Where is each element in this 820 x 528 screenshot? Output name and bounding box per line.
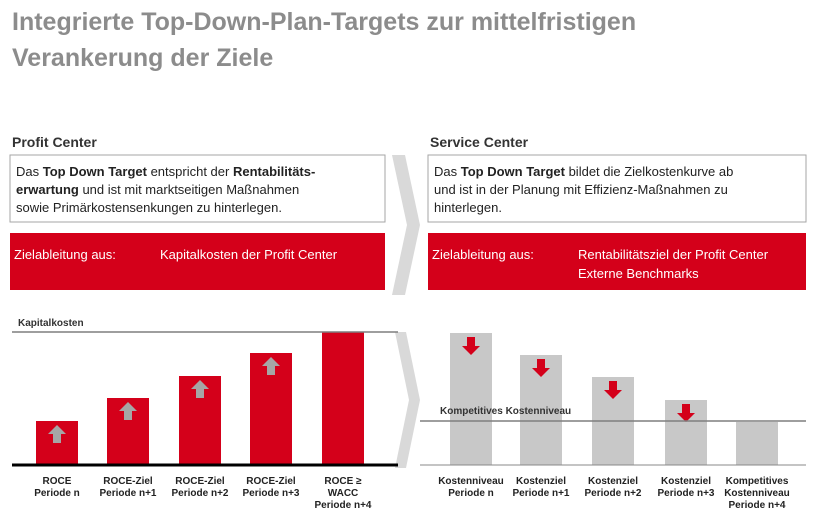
description-text: Top Down Target	[461, 164, 566, 179]
description-box	[427, 154, 807, 223]
description-text: Das	[434, 164, 461, 179]
description-text: Rentabilitäts-	[233, 164, 315, 179]
chevron	[395, 332, 420, 468]
bar-label: Kostenniveau	[438, 476, 504, 487]
bar	[322, 332, 364, 465]
banner-value: Externe Benchmarks	[578, 266, 699, 281]
title-line: Verankerung der Ziele	[12, 44, 273, 72]
description-text: hinterlegen.	[434, 200, 502, 215]
banner	[428, 233, 806, 290]
description-text: sowie Primärkostensenkungen zu hinterleg…	[16, 200, 282, 215]
bar-label: ROCE	[43, 476, 72, 487]
description-text: und ist in der Planung mit Effizienz-Maß…	[434, 182, 728, 197]
arrow-up	[262, 357, 280, 375]
bar-label: Periode n+1	[100, 488, 157, 499]
arrow-up	[48, 425, 66, 443]
description-line: Das Top Down Target bildet die Zielkoste…	[434, 164, 733, 179]
reference-label: Kapitalkosten	[18, 318, 84, 329]
arrow-down	[604, 381, 622, 399]
bar-label: Periode n+1	[513, 488, 570, 499]
reference-label: Kompetitives Kostenniveau	[440, 406, 571, 417]
banner-label: Zielableitung aus:	[14, 247, 116, 262]
chevron	[392, 155, 420, 295]
panel-heading: Profit Center	[12, 134, 97, 150]
bar-label: ROCE ≥	[324, 476, 362, 487]
bar-label: Kostenziel	[516, 476, 566, 487]
arrow-down	[677, 404, 695, 422]
bar-label: Periode n+4	[315, 500, 372, 511]
bar	[736, 422, 778, 465]
arrow-down	[462, 337, 480, 355]
description-text: entspricht der	[147, 164, 233, 179]
description-text: Top Down Target	[43, 164, 148, 179]
banner	[10, 233, 385, 290]
banner-label: Zielableitung aus:	[432, 247, 534, 262]
banner-value: Rentabilitätsziel der Profit Center	[578, 247, 769, 262]
bar-label: Kostenniveau	[724, 488, 790, 499]
bar-label: ROCE-Ziel	[175, 476, 225, 487]
arrow-down	[532, 359, 550, 377]
bar-label: ROCE-Ziel	[246, 476, 296, 487]
description-line: sowie Primärkostensenkungen zu hinterleg…	[16, 200, 282, 215]
arrow-up	[191, 380, 209, 398]
description-text: bildet die Zielkostenkurve ab	[565, 164, 733, 179]
bar-label: Periode n+2	[585, 488, 642, 499]
description-box	[9, 154, 386, 223]
bar-label: Periode n+4	[729, 500, 786, 511]
description-line: Das Top Down Target entspricht der Renta…	[16, 164, 315, 179]
bar-label: Periode n	[448, 488, 494, 499]
title-line: Integrierte Top-Down-Plan-Targets zur mi…	[12, 8, 636, 36]
bar-label: ROCE-Ziel	[103, 476, 153, 487]
bar-label: Periode n	[34, 488, 80, 499]
description-line: erwartung und ist mit marktseitigen Maßn…	[16, 182, 299, 197]
bar-label: Periode n+2	[172, 488, 229, 499]
bar-label: Periode n+3	[658, 488, 715, 499]
bar-label: Kompetitives	[726, 476, 789, 487]
description-text: Das	[16, 164, 43, 179]
bar-label: Kostenziel	[588, 476, 638, 487]
bar-label: Periode n+3	[243, 488, 300, 499]
arrow-up	[119, 402, 137, 420]
description-line: hinterlegen.	[434, 200, 502, 215]
bar-label: Kostenziel	[661, 476, 711, 487]
bar-label: WACC	[328, 488, 359, 499]
panel-heading: Service Center	[430, 134, 529, 150]
banner-value: Kapitalkosten der Profit Center	[160, 247, 338, 262]
description-text: und ist mit marktseitigen Maßnahmen	[79, 182, 299, 197]
description-line: und ist in der Planung mit Effizienz-Maß…	[434, 182, 728, 197]
description-text: erwartung	[16, 182, 79, 197]
